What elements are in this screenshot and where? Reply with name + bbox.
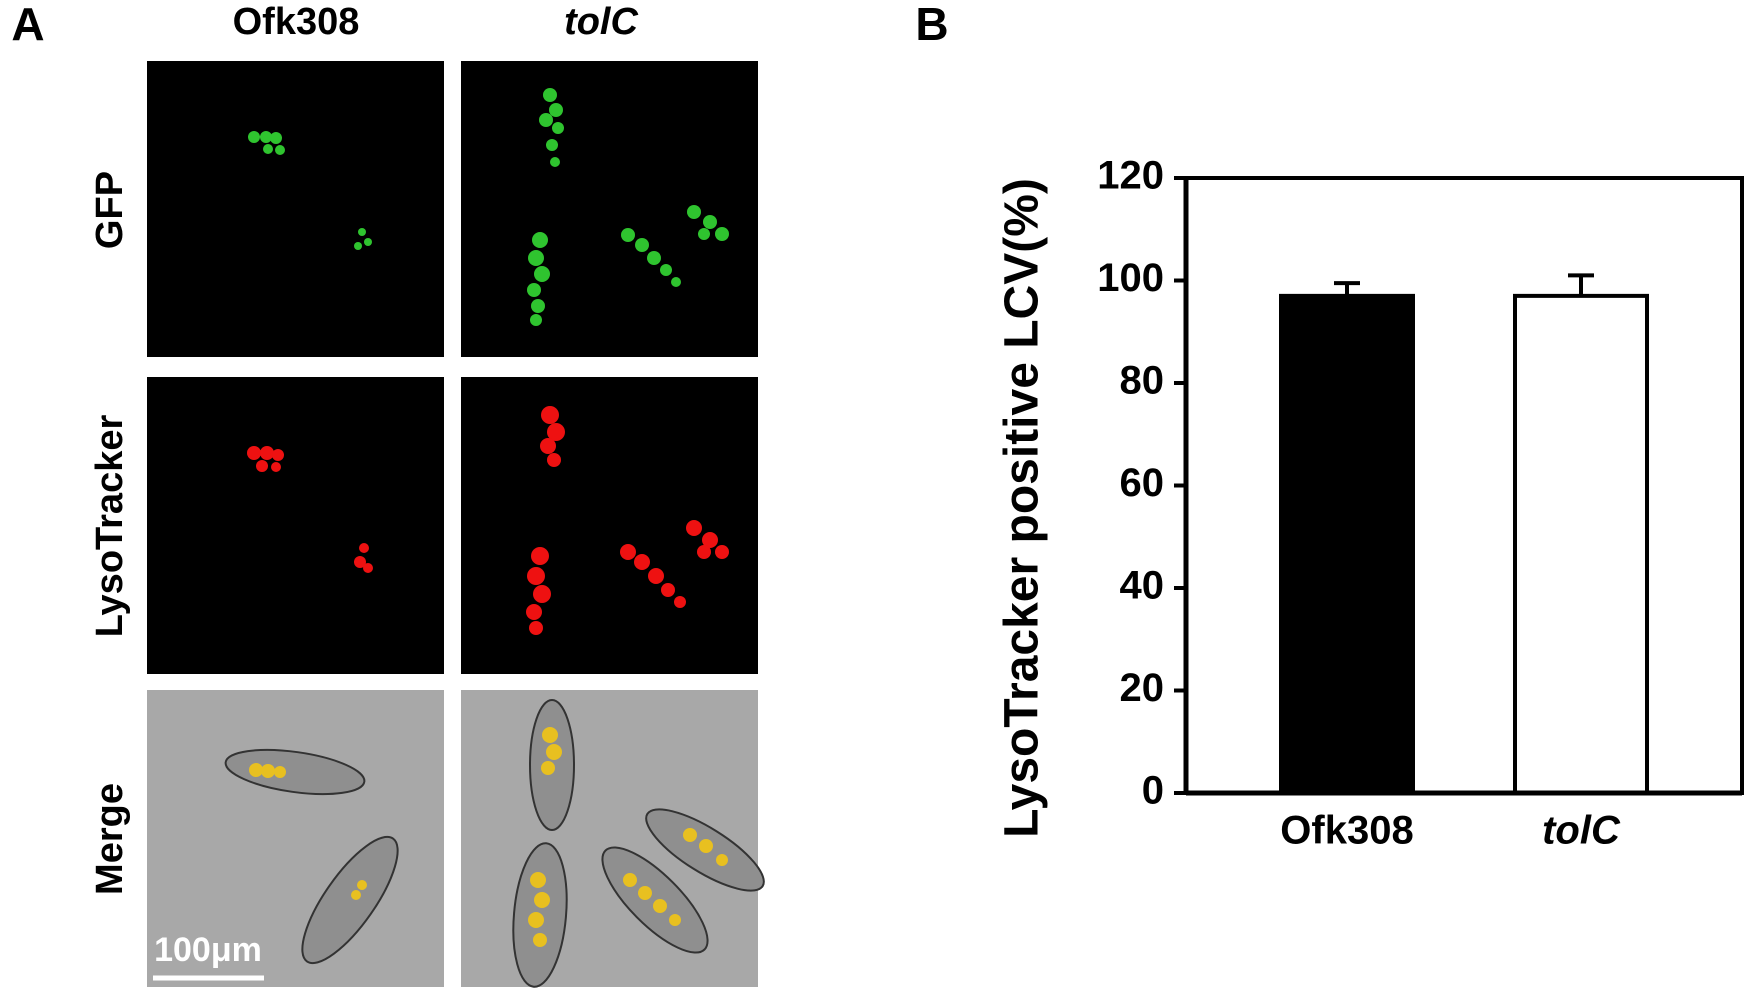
lysotracker-signal [247,406,729,635]
y-tick-label: 120 [1097,154,1164,198]
gfp-signal [248,88,729,326]
y-axis-label: LysoTracker positive LCV(%) [996,178,1049,838]
panel-label: A [11,0,44,50]
scale-bar-label: 100μm [154,931,262,969]
row-label: LysoTracker [89,415,131,638]
column-header: tolC [564,1,638,43]
x-tick-label: Ofk308 [1280,809,1413,853]
row-label: Merge [89,783,131,895]
micrograph [147,61,444,357]
merge-signal [249,727,728,947]
y-tick-label: 100 [1097,256,1164,300]
micrograph [147,377,444,674]
bar [1279,293,1415,795]
y-tick-label: 0 [1142,769,1164,813]
plot-frame [1184,176,1744,795]
column-header: Ofk308 [233,1,360,43]
y-tick-label: 80 [1120,359,1165,403]
row-label: GFP [89,171,131,249]
y-tick-label: 40 [1120,564,1165,608]
bar [1513,293,1649,795]
y-tick-label: 60 [1120,461,1165,505]
panel-label: B [915,0,948,50]
micrograph [461,377,758,674]
y-tick-label: 20 [1120,666,1165,710]
x-tick-label: tolC [1542,809,1621,853]
micrograph [461,61,758,357]
